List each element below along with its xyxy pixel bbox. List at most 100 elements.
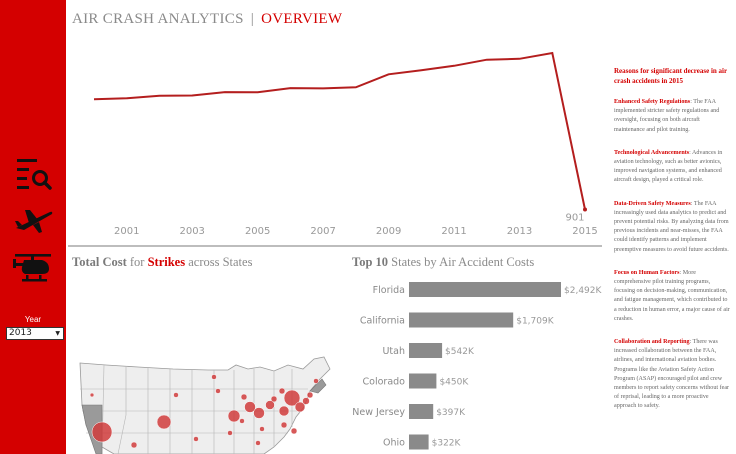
bar-value-label: $397K bbox=[436, 408, 466, 418]
x-tick-label: 2011 bbox=[441, 226, 466, 237]
top-states-bar-chart: Florida $2,492K California $1,709K Utah $542K… bbox=[352, 282, 602, 450]
note-heading: Data-Driven Safety Measures bbox=[614, 200, 691, 207]
note-text: : Advances in aviation technology, such … bbox=[614, 149, 723, 184]
strike-marker bbox=[313, 378, 319, 384]
strike-marker bbox=[89, 392, 95, 398]
bar-value-label: $1,709K bbox=[516, 317, 554, 327]
x-tick-label: 2013 bbox=[507, 226, 532, 237]
bar bbox=[409, 404, 434, 419]
strike-marker bbox=[302, 397, 310, 405]
bar-category-label: New Jersey bbox=[352, 407, 405, 418]
x-tick-label: 2015 bbox=[572, 226, 597, 237]
strike-marker bbox=[265, 400, 275, 410]
note-text: : There was increased collaboration betw… bbox=[614, 339, 730, 410]
x-tick-label: 2003 bbox=[179, 226, 204, 237]
bar bbox=[409, 343, 443, 358]
strike-marker bbox=[280, 421, 288, 429]
x-tick-label: 2007 bbox=[310, 226, 335, 237]
strike-markers bbox=[89, 374, 319, 449]
strike-marker bbox=[253, 407, 265, 419]
x-tick-label: 2009 bbox=[376, 226, 401, 237]
bar-category-label: California bbox=[360, 316, 405, 327]
title-accent: OVERVIEW bbox=[261, 11, 343, 27]
sidebar: Year 2013 ▼ bbox=[0, 0, 66, 454]
data-label: 901 bbox=[565, 213, 584, 224]
notes-title: Reasons for significant decrease in air … bbox=[614, 67, 727, 85]
note-item: Data-Driven Safety Measures: The FAA inc… bbox=[614, 200, 730, 255]
strike-marker bbox=[244, 401, 256, 413]
bar-category-label: Ohio bbox=[383, 438, 405, 449]
note-text: : The FAA increasingly used data analyti… bbox=[614, 200, 729, 253]
strike-marker bbox=[278, 405, 290, 417]
top10-title-top: Top bbox=[352, 255, 373, 269]
strikes-title-cost: Cost bbox=[102, 255, 127, 269]
note-heading: Enhanced Safety Regulations bbox=[614, 99, 691, 105]
bar-value-label: $2,492K bbox=[564, 286, 602, 296]
accident-trend-line-chart: 901 2001 2003 2005 2007 2009 2011 2013 2015 bbox=[93, 51, 598, 237]
highlight-state-northeast bbox=[309, 378, 327, 394]
bar bbox=[409, 312, 514, 328]
note-heading: Technological Advancements bbox=[614, 149, 690, 156]
bar-category-label: Colorado bbox=[363, 377, 406, 388]
strike-marker bbox=[259, 426, 265, 432]
strike-marker bbox=[239, 418, 245, 424]
bar bbox=[409, 434, 429, 450]
bar bbox=[409, 282, 561, 297]
strike-marker bbox=[227, 430, 233, 436]
strike-marker bbox=[240, 393, 248, 401]
strikes-panel-title: Total Cost for Strikes across States bbox=[72, 255, 252, 270]
search-list-icon[interactable] bbox=[12, 153, 54, 195]
title-main: AIR CRASH ANALYTICS bbox=[72, 11, 244, 27]
note-item: Technological Advancements: Advances in … bbox=[614, 149, 730, 186]
note-heading: Collaboration and Reporting bbox=[614, 339, 690, 346]
us-strikes-map bbox=[79, 356, 331, 454]
strike-marker bbox=[278, 387, 286, 395]
strike-marker bbox=[91, 421, 113, 443]
page-title: AIR CRASH ANALYTICS | OVERVIEW bbox=[72, 11, 342, 28]
x-tick-label: 2005 bbox=[245, 226, 270, 237]
strike-marker bbox=[227, 409, 241, 423]
year-select[interactable]: 2013 ▼ bbox=[6, 327, 64, 340]
top10-title-count: 10 bbox=[375, 255, 389, 269]
bar-category-label: Utah bbox=[382, 346, 405, 357]
chevron-down-icon: ▼ bbox=[55, 330, 60, 337]
helicopter-icon[interactable] bbox=[12, 246, 54, 288]
strike-marker bbox=[255, 440, 261, 446]
note-item: Collaboration and Reporting: There was i… bbox=[614, 338, 730, 412]
strike-marker bbox=[290, 427, 298, 435]
trend-end-point bbox=[583, 207, 587, 212]
strikes-title-for: for bbox=[129, 255, 145, 269]
section-divider bbox=[68, 245, 602, 247]
bar bbox=[409, 373, 437, 389]
strike-marker bbox=[270, 395, 278, 403]
title-separator: | bbox=[250, 11, 255, 27]
note-item: Enhanced Safety Regulations: The FAA imp… bbox=[614, 98, 730, 135]
highlight-state-west bbox=[81, 404, 103, 454]
note-text: : More comprehensive pilot training prog… bbox=[614, 269, 730, 322]
trend-line bbox=[93, 51, 586, 210]
note-heading: Focus on Human Factors bbox=[614, 269, 680, 276]
year-label: Year bbox=[24, 315, 42, 324]
note-item: Focus on Human Factors: More comprehensi… bbox=[614, 269, 730, 324]
strikes-title-strikes: Strikes bbox=[147, 255, 186, 269]
bar-category-label: Florida bbox=[373, 285, 405, 296]
strike-marker bbox=[211, 374, 217, 380]
strike-marker bbox=[306, 391, 314, 399]
strike-marker bbox=[173, 392, 179, 398]
strikes-title-total: Total bbox=[72, 255, 100, 269]
note-text: : The FAA implemented stricter safety re… bbox=[614, 99, 720, 133]
airplane-icon[interactable] bbox=[12, 199, 54, 241]
bar-value-label: $542K bbox=[445, 347, 475, 357]
strike-marker bbox=[215, 388, 221, 394]
year-value: 2013 bbox=[9, 328, 32, 338]
strikes-title-rest: across States bbox=[188, 255, 253, 269]
notes-panel: Reasons for significant decrease in air … bbox=[614, 66, 730, 426]
strike-marker bbox=[283, 389, 301, 407]
strike-marker bbox=[294, 401, 306, 413]
top10-panel-title: Top 10 States by Air Accident Costs bbox=[352, 255, 534, 270]
strike-marker bbox=[130, 441, 138, 449]
bar-value-label: $322K bbox=[432, 439, 462, 449]
bar-value-label: $450K bbox=[439, 378, 469, 388]
strike-marker bbox=[193, 436, 199, 442]
strike-marker bbox=[156, 414, 172, 430]
